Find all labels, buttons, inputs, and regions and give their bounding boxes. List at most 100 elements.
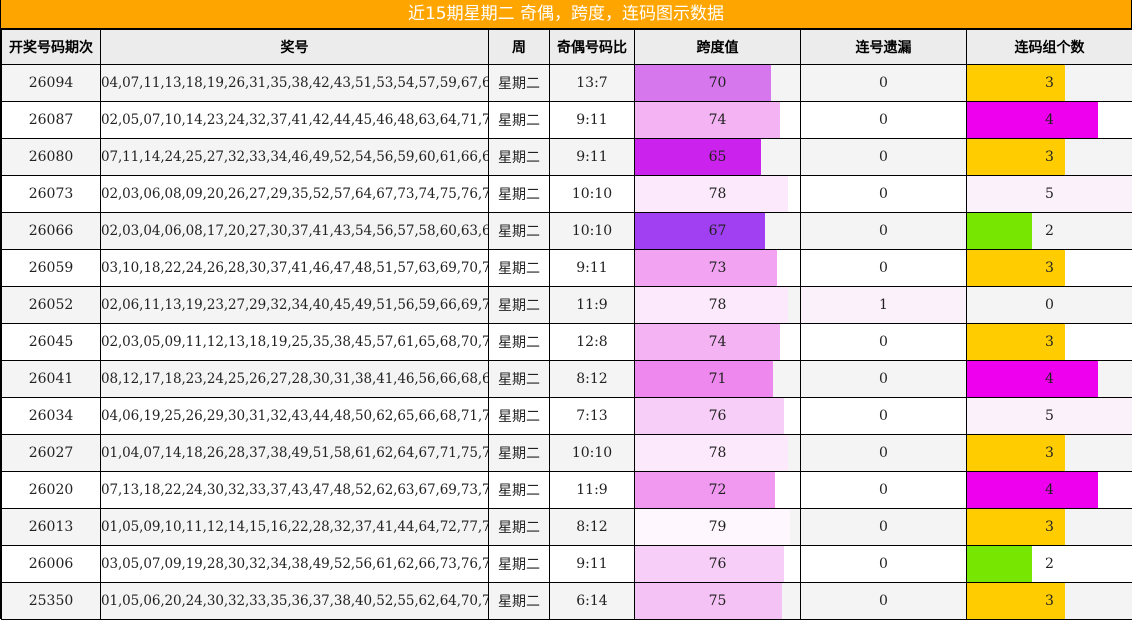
span-value: 78 <box>709 297 727 313</box>
missing-cell: 0 <box>801 176 967 213</box>
week-cell: 星期二 <box>489 361 550 398</box>
issue-cell: 26052 <box>2 287 101 324</box>
missing-cell: 0 <box>801 139 967 176</box>
issue-cell: 26027 <box>2 435 101 472</box>
numbers-cell: 04,06,19,25,26,29,30,31,32,43,44,48,50,6… <box>101 398 489 435</box>
numbers-cell: 02,03,05,09,11,12,13,18,19,25,35,38,45,5… <box>101 324 489 361</box>
week-cell: 星期二 <box>489 176 550 213</box>
issue-cell: 26080 <box>2 139 101 176</box>
span-cell: 79 <box>635 509 801 546</box>
span-cell: 76 <box>635 398 801 435</box>
span-bar <box>635 472 775 508</box>
groups-cell: 2 <box>967 546 1132 583</box>
issue-cell: 26073 <box>2 176 101 213</box>
span-bar <box>635 65 771 101</box>
header-issue[interactable]: 开奖号码期次 <box>2 30 101 65</box>
groups-cell: 3 <box>967 324 1132 361</box>
numbers-cell: 02,05,07,10,14,23,24,32,37,41,42,44,45,4… <box>101 102 489 139</box>
groups-value: 2 <box>1045 556 1054 572</box>
header-span[interactable]: 跨度值 <box>635 30 801 65</box>
missing-cell: 0 <box>801 361 967 398</box>
week-cell: 星期二 <box>489 398 550 435</box>
span-cell: 73 <box>635 250 801 287</box>
week-cell: 星期二 <box>489 250 550 287</box>
span-value: 67 <box>709 223 727 239</box>
span-cell: 72 <box>635 472 801 509</box>
groups-value: 3 <box>1045 75 1054 91</box>
groups-cell: 4 <box>967 102 1132 139</box>
missing-cell: 0 <box>801 324 967 361</box>
ratio-cell: 10:10 <box>550 435 635 472</box>
header-row: 开奖号码期次 奖号 周 奇偶号码比 跨度值 连号遗漏 连码组个数 <box>2 30 1132 65</box>
missing-cell: 0 <box>801 213 967 250</box>
groups-value: 5 <box>1045 186 1054 202</box>
ratio-cell: 12:8 <box>550 324 635 361</box>
ratio-cell: 11:9 <box>550 472 635 509</box>
span-cell: 76 <box>635 546 801 583</box>
week-cell: 星期二 <box>489 65 550 102</box>
numbers-cell: 03,10,18,22,24,26,28,30,37,41,46,47,48,5… <box>101 250 489 287</box>
week-cell: 星期二 <box>489 435 550 472</box>
numbers-cell: 03,05,07,09,19,28,30,32,34,38,49,52,56,6… <box>101 546 489 583</box>
issue-cell: 26066 <box>2 213 101 250</box>
groups-bar <box>967 102 1098 138</box>
groups-cell: 3 <box>967 250 1132 287</box>
missing-cell: 0 <box>801 250 967 287</box>
span-value: 78 <box>709 445 727 461</box>
week-cell: 星期二 <box>489 546 550 583</box>
ratio-cell: 9:11 <box>550 139 635 176</box>
header-week[interactable]: 周 <box>489 30 550 65</box>
issue-cell: 26041 <box>2 361 101 398</box>
span-bar <box>635 139 761 175</box>
issue-cell: 26013 <box>2 509 101 546</box>
header-groups[interactable]: 连码组个数 <box>967 30 1132 65</box>
ratio-cell: 9:11 <box>550 546 635 583</box>
groups-value: 4 <box>1045 371 1054 387</box>
header-numbers[interactable]: 奖号 <box>101 30 489 65</box>
groups-bar <box>967 361 1098 397</box>
groups-bar <box>967 213 1032 249</box>
week-cell: 星期二 <box>489 213 550 250</box>
span-bar <box>635 213 765 249</box>
span-value: 72 <box>709 482 727 498</box>
groups-value: 3 <box>1045 149 1054 165</box>
span-value: 71 <box>709 371 727 387</box>
ratio-cell: 9:11 <box>550 250 635 287</box>
missing-cell: 0 <box>801 472 967 509</box>
numbers-cell: 01,05,06,20,24,30,32,33,35,36,37,38,40,5… <box>101 583 489 620</box>
issue-cell: 25350 <box>2 583 101 620</box>
groups-cell: 3 <box>967 583 1132 620</box>
span-value: 74 <box>709 112 727 128</box>
groups-value: 4 <box>1045 482 1054 498</box>
missing-cell: 0 <box>801 398 967 435</box>
ratio-cell: 10:10 <box>550 176 635 213</box>
numbers-cell: 08,12,17,18,23,24,25,26,27,28,30,31,38,4… <box>101 361 489 398</box>
span-value: 76 <box>709 408 727 424</box>
groups-bar <box>967 472 1098 508</box>
missing-cell: 0 <box>801 509 967 546</box>
header-ratio[interactable]: 奇偶号码比 <box>550 30 635 65</box>
span-cell: 70 <box>635 65 801 102</box>
header-missing[interactable]: 连号遗漏 <box>801 30 967 65</box>
groups-value: 2 <box>1045 223 1054 239</box>
ratio-cell: 11:9 <box>550 287 635 324</box>
span-cell: 67 <box>635 213 801 250</box>
week-cell: 星期二 <box>489 509 550 546</box>
missing-cell: 0 <box>801 65 967 102</box>
groups-value: 5 <box>1045 408 1054 424</box>
span-value: 73 <box>709 260 727 276</box>
numbers-cell: 07,11,14,24,25,27,32,33,34,46,49,52,54,5… <box>101 139 489 176</box>
groups-cell: 5 <box>967 398 1132 435</box>
numbers-cell: 07,13,18,22,24,30,32,33,37,43,47,48,52,6… <box>101 472 489 509</box>
span-value: 65 <box>709 149 727 165</box>
span-cell: 74 <box>635 324 801 361</box>
numbers-cell: 02,06,11,13,19,23,27,29,32,34,40,45,49,5… <box>101 287 489 324</box>
week-cell: 星期二 <box>489 287 550 324</box>
ratio-cell: 8:12 <box>550 509 635 546</box>
